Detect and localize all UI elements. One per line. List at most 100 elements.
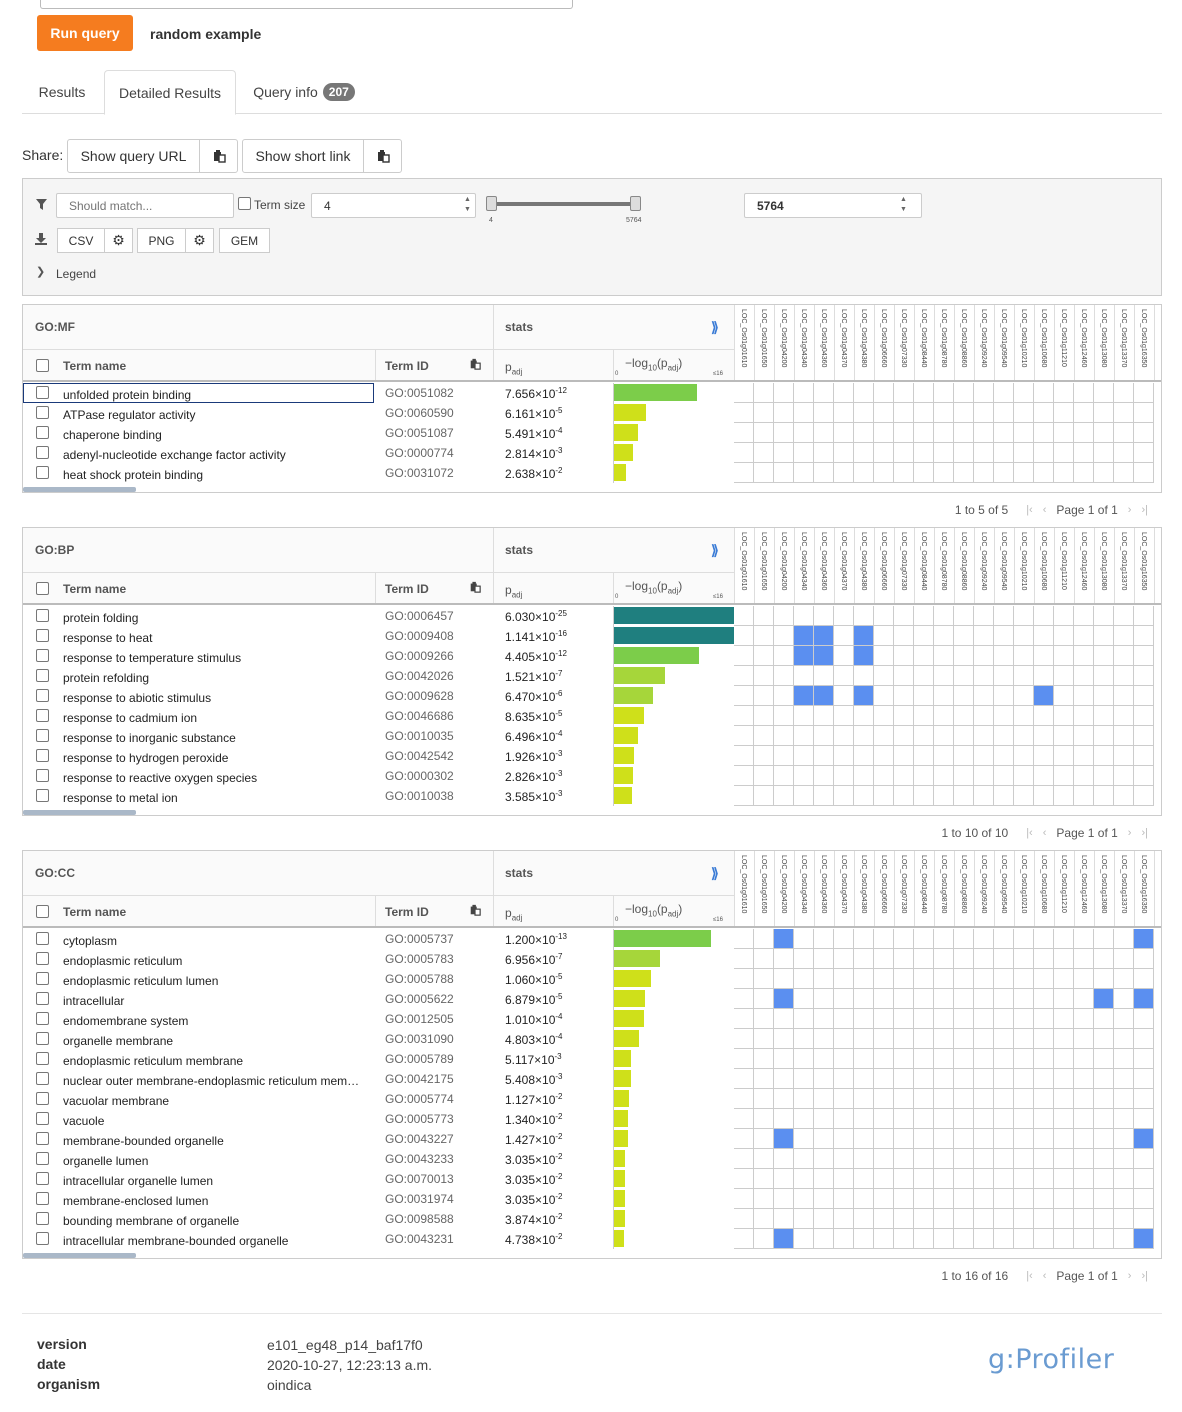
horizontal-scrollbar[interactable] bbox=[23, 1253, 136, 1258]
table-row[interactable]: response to reactive oxygen species GO:0… bbox=[23, 766, 734, 786]
gene-column-header[interactable]: LOC_Os01g11210 bbox=[1054, 305, 1074, 382]
table-row[interactable]: response to heat GO:0009408 1.141×10-16 bbox=[23, 626, 734, 646]
term-id[interactable]: GO:0009408 bbox=[385, 629, 454, 643]
gene-hit-cell[interactable] bbox=[854, 646, 874, 666]
term-id[interactable]: GO:0005774 bbox=[385, 1092, 454, 1106]
term-name[interactable]: endoplasmic reticulum membrane bbox=[63, 1054, 244, 1068]
gene-hit-cell[interactable] bbox=[814, 646, 834, 666]
horizontal-scrollbar[interactable] bbox=[23, 487, 136, 492]
table-row[interactable]: response to metal ion GO:0010038 3.585×1… bbox=[23, 786, 734, 806]
term-name[interactable]: endoplasmic reticulum lumen bbox=[63, 974, 219, 988]
gene-column-header[interactable]: LOC_Os01g10210 bbox=[1014, 305, 1034, 382]
term-id[interactable]: GO:0000302 bbox=[385, 769, 454, 783]
gene-column-header[interactable]: LOC_Os01g01610 bbox=[734, 305, 754, 382]
row-checkbox[interactable] bbox=[36, 932, 49, 945]
query-textarea[interactable] bbox=[40, 0, 573, 9]
term-size-slider[interactable]: 4 5764 bbox=[486, 196, 642, 224]
gene-column-header[interactable]: LOC_Os01g08440 bbox=[914, 305, 934, 382]
gene-column-header[interactable]: LOC_Os01g10210 bbox=[1014, 851, 1034, 928]
gene-column-header[interactable]: LOC_Os01g12460 bbox=[1074, 305, 1094, 382]
table-row[interactable]: endoplasmic reticulum membrane GO:000578… bbox=[23, 1049, 734, 1069]
table-row[interactable]: membrane-bounded organelle GO:0043227 1.… bbox=[23, 1129, 734, 1149]
gene-column-header[interactable]: LOC_Os01g08860 bbox=[954, 528, 974, 605]
copy-ids-button[interactable] bbox=[469, 904, 481, 919]
term-id[interactable]: GO:0009266 bbox=[385, 649, 454, 663]
row-checkbox[interactable] bbox=[36, 1132, 49, 1145]
png-button[interactable]: PNG bbox=[137, 228, 186, 253]
prev-page-icon[interactable]: ‹ bbox=[1042, 504, 1047, 516]
gene-column-header[interactable]: LOC_Os01g08780 bbox=[934, 528, 954, 605]
padj-header[interactable]: padj bbox=[505, 360, 522, 376]
gene-column-header[interactable]: LOC_Os01g04340 bbox=[794, 851, 814, 928]
table-row[interactable]: organelle membrane GO:0031090 4.803×10-4 bbox=[23, 1029, 734, 1049]
neglog-header[interactable]: −log10(padj) bbox=[625, 579, 682, 595]
row-checkbox[interactable] bbox=[36, 669, 49, 682]
term-id[interactable]: GO:0051087 bbox=[385, 426, 454, 440]
row-checkbox[interactable] bbox=[36, 466, 49, 479]
gene-column-header[interactable]: LOC_Os01g01610 bbox=[734, 851, 754, 928]
table-row[interactable]: adenyl-nucleotide exchange factor activi… bbox=[23, 443, 734, 463]
term-id[interactable]: GO:0005788 bbox=[385, 972, 454, 986]
gene-hit-cell[interactable] bbox=[774, 1229, 794, 1249]
next-page-icon[interactable]: › bbox=[1127, 827, 1132, 839]
gene-column-header[interactable]: LOC_Os01g04370 bbox=[834, 528, 854, 605]
table-row[interactable]: intracellular organelle lumen GO:0070013… bbox=[23, 1169, 734, 1189]
row-checkbox[interactable] bbox=[36, 1232, 49, 1245]
csv-button[interactable]: CSV bbox=[57, 228, 105, 253]
gene-column-header[interactable]: LOC_Os01g04380 bbox=[854, 305, 874, 382]
gene-hit-cell[interactable] bbox=[1134, 1129, 1154, 1149]
term-name[interactable]: organelle lumen bbox=[63, 1154, 149, 1168]
gene-column-header[interactable]: LOC_Os01g08440 bbox=[914, 851, 934, 928]
gene-column-header[interactable]: LOC_Os01g04200 bbox=[774, 305, 794, 382]
table-row[interactable]: heat shock protein binding GO:0031072 2.… bbox=[23, 463, 734, 483]
term-id[interactable]: GO:0005737 bbox=[385, 932, 454, 946]
term-name[interactable]: membrane-enclosed lumen bbox=[63, 1194, 209, 1208]
term-name[interactable]: response to metal ion bbox=[63, 791, 178, 805]
tab-results[interactable]: Results bbox=[22, 70, 102, 114]
term-id[interactable]: GO:0060590 bbox=[385, 406, 454, 420]
csv-settings-button[interactable]: ⚙ bbox=[104, 228, 133, 253]
term-name[interactable]: cytoplasm bbox=[63, 934, 118, 948]
slider-min-handle[interactable] bbox=[486, 196, 497, 211]
table-row[interactable]: response to inorganic substance GO:00100… bbox=[23, 726, 734, 746]
row-checkbox[interactable] bbox=[36, 729, 49, 742]
row-checkbox[interactable] bbox=[36, 972, 49, 985]
gene-hit-cell[interactable] bbox=[794, 646, 814, 666]
show-query-url-button[interactable]: Show query URL bbox=[80, 148, 187, 164]
gene-column-header[interactable]: LOC_Os01g10680 bbox=[1034, 305, 1054, 382]
row-checkbox[interactable] bbox=[36, 1012, 49, 1025]
term-id[interactable]: GO:0031090 bbox=[385, 1032, 454, 1046]
row-checkbox[interactable] bbox=[36, 709, 49, 722]
gene-column-header[interactable]: LOC_Os01g12460 bbox=[1074, 851, 1094, 928]
expand-icon[interactable]: ⟫ bbox=[711, 541, 719, 558]
gene-hit-cell[interactable] bbox=[1034, 686, 1054, 706]
row-checkbox[interactable] bbox=[36, 1172, 49, 1185]
prev-page-icon[interactable]: ‹ bbox=[1042, 827, 1047, 839]
gene-column-header[interactable]: LOC_Os01g08780 bbox=[934, 305, 954, 382]
table-row[interactable]: cytoplasm GO:0005737 1.200×10-13 bbox=[23, 929, 734, 949]
gene-column-header[interactable]: LOC_Os01g07330 bbox=[894, 851, 914, 928]
term-name[interactable]: unfolded protein binding bbox=[63, 388, 192, 402]
table-row[interactable]: intracellular membrane-bounded organelle… bbox=[23, 1229, 734, 1249]
table-row[interactable]: intracellular GO:0005622 6.879×10-5 bbox=[23, 989, 734, 1009]
gene-column-header[interactable]: LOC_Os01g04200 bbox=[774, 851, 794, 928]
gene-column-header[interactable]: LOC_Os01g07330 bbox=[894, 528, 914, 605]
term-name[interactable]: ATPase regulator activity bbox=[63, 408, 196, 422]
term-id[interactable]: GO:0098588 bbox=[385, 1212, 454, 1226]
term-id[interactable]: GO:0043233 bbox=[385, 1152, 454, 1166]
row-checkbox[interactable] bbox=[36, 406, 49, 419]
legend-toggle[interactable]: Legend bbox=[56, 267, 97, 281]
copy-ids-button[interactable] bbox=[469, 581, 481, 596]
table-row[interactable]: vacuole GO:0005773 1.340×10-2 bbox=[23, 1109, 734, 1129]
gene-column-header[interactable]: LOC_Os01g04360 bbox=[814, 851, 834, 928]
gene-column-header[interactable]: LOC_Os01g13080 bbox=[1094, 528, 1114, 605]
gene-hit-cell[interactable] bbox=[1134, 989, 1154, 1009]
gene-column-header[interactable]: LOC_Os01g11210 bbox=[1054, 851, 1074, 928]
gene-hit-cell[interactable] bbox=[854, 626, 874, 646]
row-checkbox[interactable] bbox=[36, 1052, 49, 1065]
table-row[interactable]: protein folding GO:0006457 6.030×10-25 bbox=[23, 606, 734, 626]
gene-column-header[interactable]: LOC_Os01g09540 bbox=[994, 851, 1014, 928]
copy-short-link-button[interactable] bbox=[363, 140, 401, 172]
table-row[interactable]: membrane-enclosed lumen GO:0031974 3.035… bbox=[23, 1189, 734, 1209]
term-id[interactable]: GO:0009628 bbox=[385, 689, 454, 703]
